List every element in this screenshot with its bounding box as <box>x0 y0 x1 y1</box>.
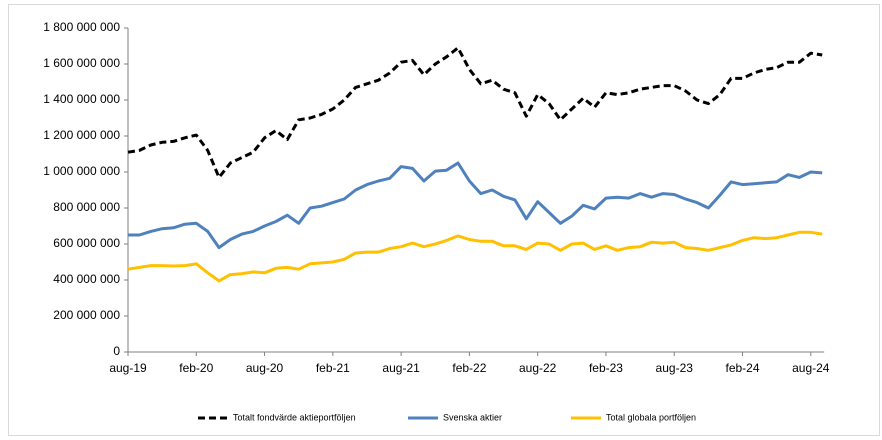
y-tick-label: 1 800 000 000 <box>43 20 120 34</box>
legend-label: Svenska aktier <box>443 412 502 422</box>
y-tick-label: 400 000 000 <box>53 272 120 286</box>
series-line <box>128 161 823 250</box>
y-tick-label: 1 600 000 000 <box>43 56 120 70</box>
x-tick-label: aug-24 <box>792 361 830 375</box>
x-tick-label: feb-22 <box>452 361 486 375</box>
y-tick-label: 0 <box>113 344 120 358</box>
x-tick-label: feb-23 <box>589 361 623 375</box>
y-tick-label: 1 400 000 000 <box>43 92 120 106</box>
x-tick-label: aug-22 <box>519 361 557 375</box>
x-tick-label: feb-20 <box>179 361 213 375</box>
x-tick-label: aug-23 <box>656 361 694 375</box>
chart-frame <box>8 4 880 436</box>
x-tick-label: aug-19 <box>109 361 147 375</box>
legend-label: Total globala portföljen <box>606 412 696 422</box>
y-tick-label: 1 000 000 000 <box>43 164 120 178</box>
series-line <box>127 230 823 283</box>
x-tick-label: feb-24 <box>726 361 760 375</box>
y-tick-label: 600 000 000 <box>53 236 120 250</box>
y-tick-label: 800 000 000 <box>53 200 120 214</box>
x-tick-label: feb-21 <box>316 361 350 375</box>
y-tick-label: 200 000 000 <box>53 308 120 322</box>
x-tick-label: aug-20 <box>246 361 284 375</box>
x-tick-label: aug-21 <box>382 361 420 375</box>
y-tick-label: 1 200 000 000 <box>43 128 120 142</box>
series-line <box>127 46 823 179</box>
legend-label: Totalt fondvärde aktieportföljen <box>233 412 356 422</box>
